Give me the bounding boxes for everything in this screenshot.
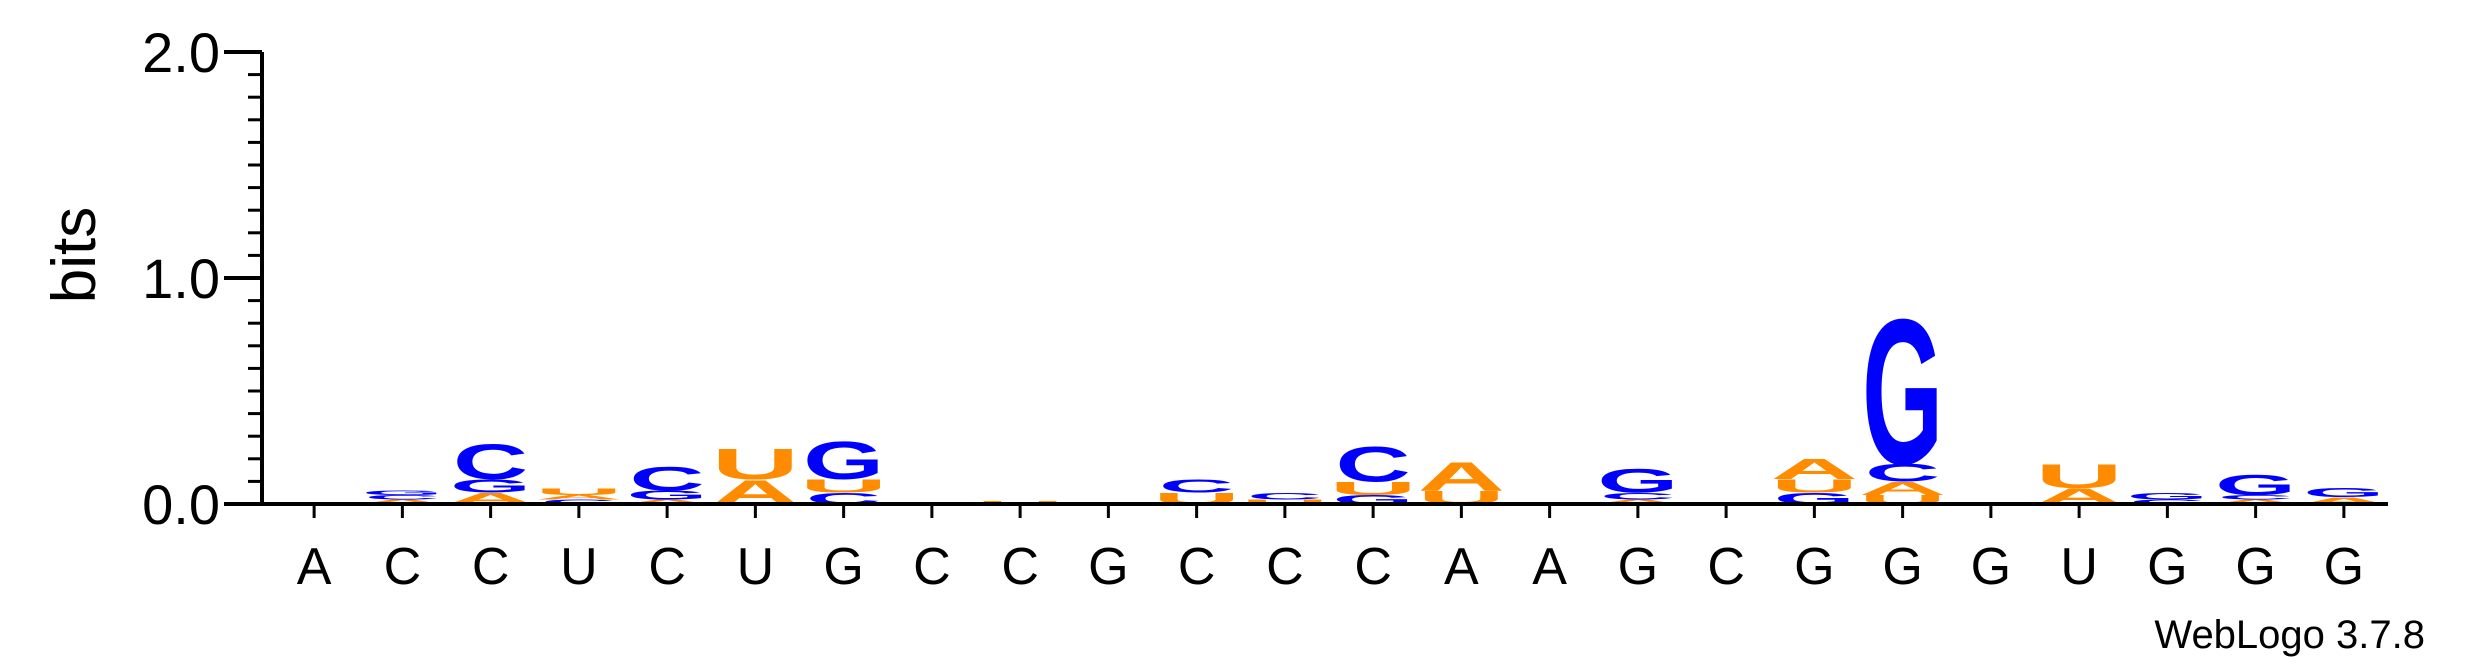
y-tick-label: 0.0 [142,473,220,536]
logo-letter-g: G [2303,486,2384,500]
letter-stacks: ACGAGCCAUAGCAUCUGUUCUCGUCUAACGGUAUACGAUC… [359,276,2388,511]
x-tick-label: C [648,538,686,596]
x-tick-label: U [2060,538,2098,596]
logo-letter-g: G [2215,470,2296,501]
position-stack: UC [1241,491,1329,505]
logo-letter-g: G [803,431,884,491]
x-tick-label: A [1532,538,1567,596]
logo-letter-u: U [1241,498,1329,505]
x-tick-label: G [1794,538,1834,596]
y-axis: 0.0 1.0 2.0 [142,21,264,536]
x-tick-label: C [1707,538,1745,596]
logo-letter-a: A [623,498,711,505]
y-tick-label: 1.0 [142,247,220,310]
logo-letter-u: U [1329,478,1417,499]
x-tick-label: U [737,538,775,596]
logo-letter-u: U [535,487,623,498]
logo-letter-c: C [1865,459,1940,487]
x-tick-label: G [1088,538,1128,596]
position-stack: AGC [447,434,535,507]
x-tick-label: A [1444,538,1479,596]
logo-letter-u: U [2035,457,2123,496]
x-tick-label: C [472,538,510,596]
x-tick-label: G [823,538,863,596]
logo-letter-c: C [541,498,616,505]
position-stack: AG [2300,486,2388,506]
logo-letter-g: G [450,476,531,497]
logo-letter-a: A [359,498,447,505]
logo-letter-c: C [453,434,528,490]
x-tick-label: C [1354,538,1392,596]
logo-letter-c: C [2130,498,2205,505]
logo-letter-c: C [2218,494,2293,501]
x-tick-label: G [2324,538,2364,596]
logo-letter-a: A [1594,498,1682,505]
logo-letter-a: A [1859,478,1947,499]
position-stack: ACG [359,489,447,505]
x-tick-label: C [913,538,951,596]
logo-letter-c: C [365,494,440,501]
position-stack: AGC [623,460,711,506]
position-stack: CAU [535,487,623,506]
x-tick-label: C [1266,538,1304,596]
logo-letter-a: A [2300,496,2388,507]
x-tick-label: G [2235,538,2275,596]
position-stack: AU [712,440,800,512]
position-stack: ACG [2212,470,2300,506]
logo-letter-u: U [712,440,799,489]
logo-letter-g: G [2127,491,2208,502]
position-stack: CUG [800,431,888,508]
logo-letter-c: C [1336,437,1411,493]
x-tick-label: U [560,538,598,596]
x-tick-label: C [1178,538,1216,596]
position-stack: CG [2127,491,2208,505]
logo-letter-a: A [2212,498,2300,505]
x-tick-label: G [1882,538,1922,596]
logo-letter-g: G [1597,462,1678,500]
logo-letter-u: U [1771,476,1859,497]
logo-letter-u: U [800,476,888,497]
y-tick-label: 2.0 [142,21,220,84]
logo-letter-c: C [630,460,705,498]
x-tick-label: C [1001,538,1039,596]
x-tick-label: G [1971,538,2011,596]
x-tick-label: G [2147,538,2187,596]
x-tick-label: G [1618,538,1658,596]
x-tick-label: C [384,538,422,596]
logo-letter-c: C [1159,476,1234,497]
logo-letter-c: C [1600,491,1675,502]
logo-letter-c: C [1247,491,1322,502]
position-stack: GUC [1329,437,1417,507]
y-axis-label: bits [40,207,109,303]
logo-letter-a: A [1771,453,1859,485]
logo-letter-g: G [1862,276,1943,507]
logo-letter-a: A [535,494,623,501]
logo-letter-g: G [362,489,443,496]
x-tick-label: A [297,538,332,596]
position-stack: ACG [1594,462,1682,505]
weblogo-credit: WebLogo 3.7.8 [2154,613,2425,657]
position-stack: GUA [1771,453,1859,507]
logo-letter-g: G [627,488,708,502]
position-stack: AU [2035,457,2123,509]
position-stack: UA [1418,454,1506,508]
logo-letter-a: A [1418,454,1506,500]
